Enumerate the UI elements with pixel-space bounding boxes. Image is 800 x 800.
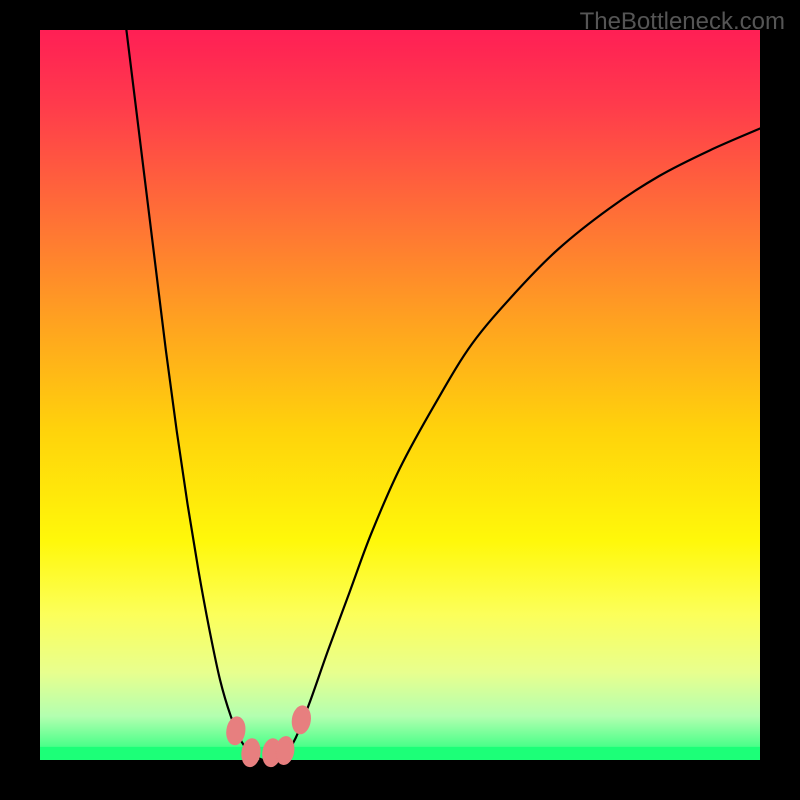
highlight-marker [290,705,312,735]
bottleneck-curve [126,30,760,761]
chart-overlay [40,30,760,760]
highlight-marker [225,716,247,746]
watermark-text: TheBottleneck.com [580,8,785,36]
chart-baseline-strip [40,747,760,760]
chart-plot-area [40,30,760,760]
